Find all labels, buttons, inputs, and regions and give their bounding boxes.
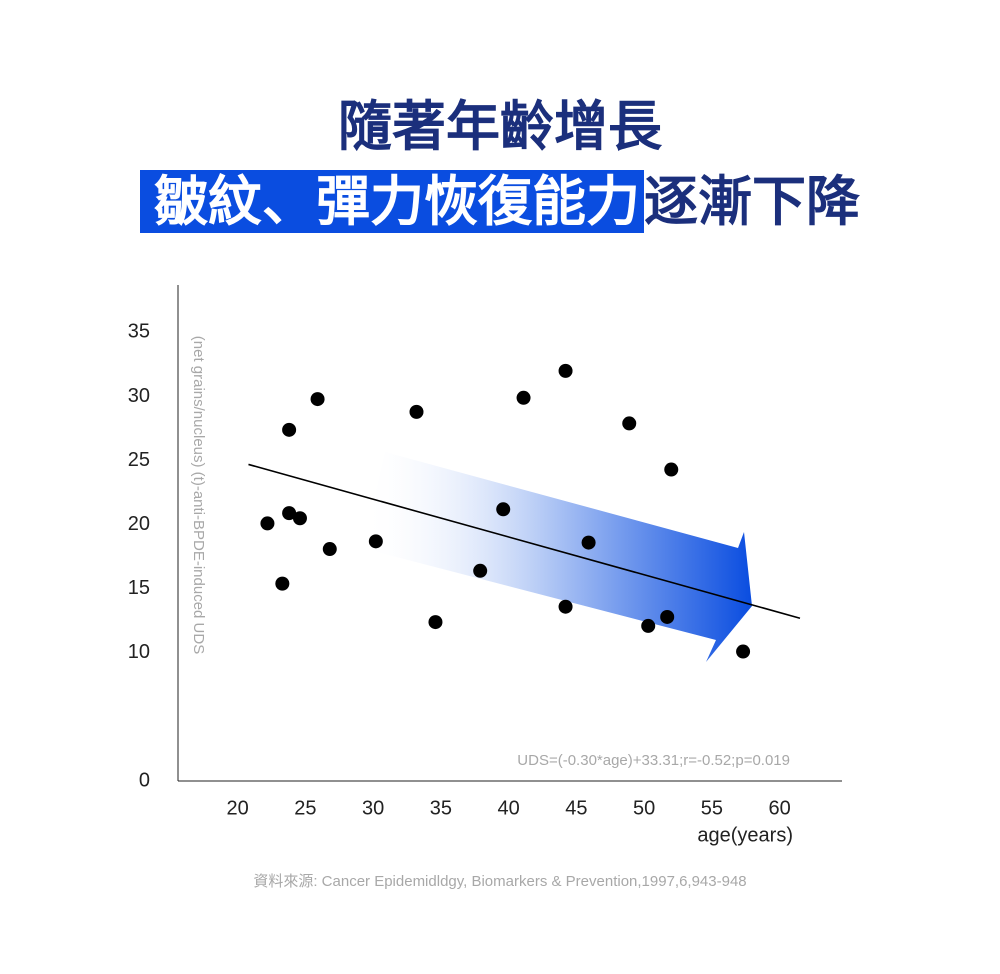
y-tick-label: 25 — [128, 449, 150, 471]
x-tick-label: 25 — [294, 797, 316, 819]
data-point — [428, 615, 443, 630]
data-point — [473, 563, 488, 578]
data-point — [736, 644, 751, 659]
annotation: UDS=(-0.30*age)+33.31;r=-0.52;p=0.019 — [517, 752, 790, 769]
source: 資料來源: Cancer Epidemidldgy, Biomarkers & … — [253, 873, 746, 890]
subheadline-rest: 逐漸下降 — [644, 170, 860, 233]
data-point — [496, 502, 511, 517]
data-point — [660, 609, 675, 624]
data-point — [409, 404, 424, 419]
y-tick-label: 30 — [128, 385, 150, 407]
x-tick-label: 60 — [769, 797, 791, 819]
data-point — [558, 363, 573, 378]
highlight: 皺紋、彈力恢復能力 — [140, 170, 644, 233]
data-point — [282, 422, 297, 437]
data-point — [292, 511, 307, 526]
x-tick-label: 55 — [701, 797, 723, 819]
y-tick-label: 15 — [128, 577, 150, 599]
data-point — [664, 462, 679, 477]
trend-arrow — [362, 452, 752, 662]
data-point — [282, 506, 297, 521]
data-point — [322, 542, 337, 557]
data-point — [581, 535, 596, 550]
data-point — [275, 576, 290, 591]
x-tick-label: 50 — [633, 797, 655, 819]
trend-line — [248, 463, 801, 620]
y-tick-label: 0 — [139, 769, 150, 791]
data-point — [558, 599, 573, 614]
x-tick-label: 30 — [362, 797, 384, 819]
data-point — [641, 618, 656, 633]
x-tick-label: 20 — [226, 797, 248, 819]
y-tick-label: 10 — [128, 641, 150, 663]
data-point — [622, 416, 637, 431]
y-tick-label: 20 — [128, 513, 150, 535]
y-tick-label: 35 — [128, 321, 150, 343]
x-axis-label: age(years) — [697, 824, 793, 846]
x-tick-label: 40 — [498, 797, 520, 819]
subheadline: 皺紋、彈力恢復能力逐漸下降 — [0, 167, 1000, 237]
y-axis-label: (net grains/nucleus) (t)-anti-BPDE-induc… — [190, 336, 207, 654]
x-tick-label: 35 — [430, 797, 452, 819]
data-point — [368, 534, 383, 549]
data-point — [516, 390, 531, 405]
data-point — [260, 516, 275, 531]
x-tick-label: 45 — [565, 797, 587, 819]
headline: 隨著年齡增長 — [338, 95, 662, 158]
data-point — [310, 392, 325, 407]
